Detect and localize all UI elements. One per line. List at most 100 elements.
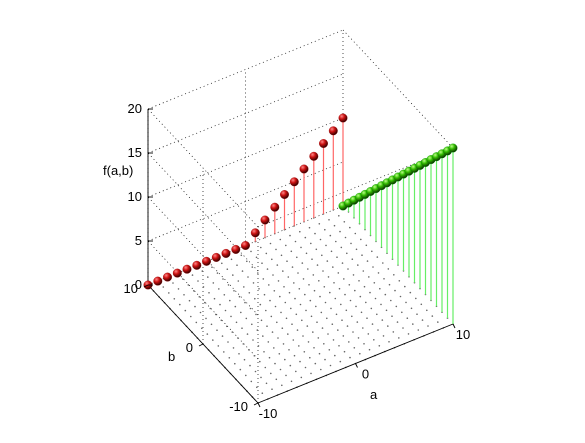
floor-dot [243, 358, 246, 361]
floor-dot [343, 221, 346, 223]
floor-dot [332, 266, 334, 268]
floor-dot [269, 299, 271, 302]
stem-marker [338, 113, 348, 123]
floor-dot [369, 291, 371, 294]
floor-dot [260, 246, 262, 249]
floor-dot [360, 238, 362, 241]
floor-dot [388, 341, 390, 343]
floor-dot [355, 248, 358, 251]
floor-dot [279, 368, 282, 371]
floor-dot [249, 307, 252, 310]
floor-dot [310, 242, 312, 245]
floor-dot [296, 256, 298, 259]
floor-dot [313, 289, 316, 292]
floor-dot [308, 226, 311, 229]
floor-dot [249, 364, 251, 367]
floor-dot [278, 353, 281, 355]
floor-dot [370, 307, 373, 310]
floor-dot [227, 284, 230, 286]
floor-dot [264, 366, 267, 369]
floor-dot [291, 323, 293, 326]
floor-dot [296, 329, 299, 331]
floor-dot [301, 262, 304, 264]
floor-dot [351, 315, 353, 318]
gridline-top [342, 29, 454, 149]
floor-dot [231, 331, 234, 333]
floor-dot [221, 335, 224, 337]
floor-dot [294, 240, 297, 243]
floor-dot [215, 313, 217, 316]
floor-dot [237, 280, 240, 282]
floor-dot [197, 280, 199, 282]
floor-dot [277, 337, 279, 339]
floor-dot [288, 291, 291, 294]
floor-dot [244, 301, 246, 304]
floor-dot [322, 270, 324, 272]
floor-dot [326, 260, 329, 262]
floor-dot [266, 325, 268, 328]
floor-dot [272, 274, 274, 276]
floor-dot [303, 351, 306, 353]
z-axis-label: f(a,b) [103, 163, 133, 178]
floor-dot [248, 349, 250, 351]
floor-dot [284, 358, 286, 361]
floor-dot [407, 333, 410, 335]
floor-dot [366, 317, 368, 320]
floor-dot [198, 296, 201, 298]
stem-marker [182, 264, 192, 274]
stem-marker [153, 276, 163, 286]
floor-dot [316, 321, 318, 324]
floor-dot [255, 386, 258, 389]
floor-dot [302, 278, 305, 280]
floor-dot [232, 347, 235, 349]
floor-dot [290, 380, 293, 383]
floor-dot [262, 278, 265, 280]
floor-dot [287, 333, 289, 335]
floor-dot [398, 337, 400, 339]
floor-dot [263, 293, 266, 296]
floor-dot [227, 341, 229, 343]
floor-dot [237, 337, 239, 339]
z-tick-label: 15 [128, 145, 142, 160]
stem-marker [448, 143, 458, 153]
floor-dot [222, 278, 224, 280]
floor-dot [307, 268, 309, 270]
floor-dot [271, 331, 274, 333]
floor-dot [310, 315, 313, 318]
floor-dot [338, 215, 340, 217]
floor-dot [346, 252, 348, 255]
floor-dot [352, 331, 354, 333]
floor-dot [391, 315, 393, 318]
floor-dot [173, 298, 176, 300]
floor-dot [337, 272, 340, 274]
floor-dot [329, 234, 332, 237]
z-tick-label: 10 [128, 189, 142, 204]
floor-dot [331, 323, 334, 326]
floor-dot [333, 224, 336, 227]
floor-dot [373, 339, 375, 341]
floor-dot [201, 270, 204, 272]
floor-dot [300, 376, 303, 379]
floor-dot [366, 260, 369, 262]
floor-dot [338, 345, 340, 347]
y-tick-label: -10 [229, 399, 248, 414]
floor-dot [250, 380, 253, 383]
floor-dot [312, 331, 314, 333]
stem-marker [192, 260, 202, 270]
floor-dot [268, 284, 270, 286]
floor-dot [280, 311, 282, 314]
floor-dot [346, 325, 349, 327]
floor-dot [267, 341, 270, 343]
floor-dot [255, 313, 257, 316]
floor-dot [219, 303, 221, 306]
floor-dot [269, 242, 272, 245]
floor-dot [265, 382, 268, 385]
floor-dot [251, 323, 253, 326]
stem-marker [172, 268, 182, 278]
floor-dot [283, 286, 285, 288]
floor-dot [241, 270, 244, 272]
floor-dot [187, 284, 190, 286]
stem-marker [241, 241, 250, 250]
floor-dot [224, 309, 227, 312]
floor-dot [289, 234, 291, 237]
